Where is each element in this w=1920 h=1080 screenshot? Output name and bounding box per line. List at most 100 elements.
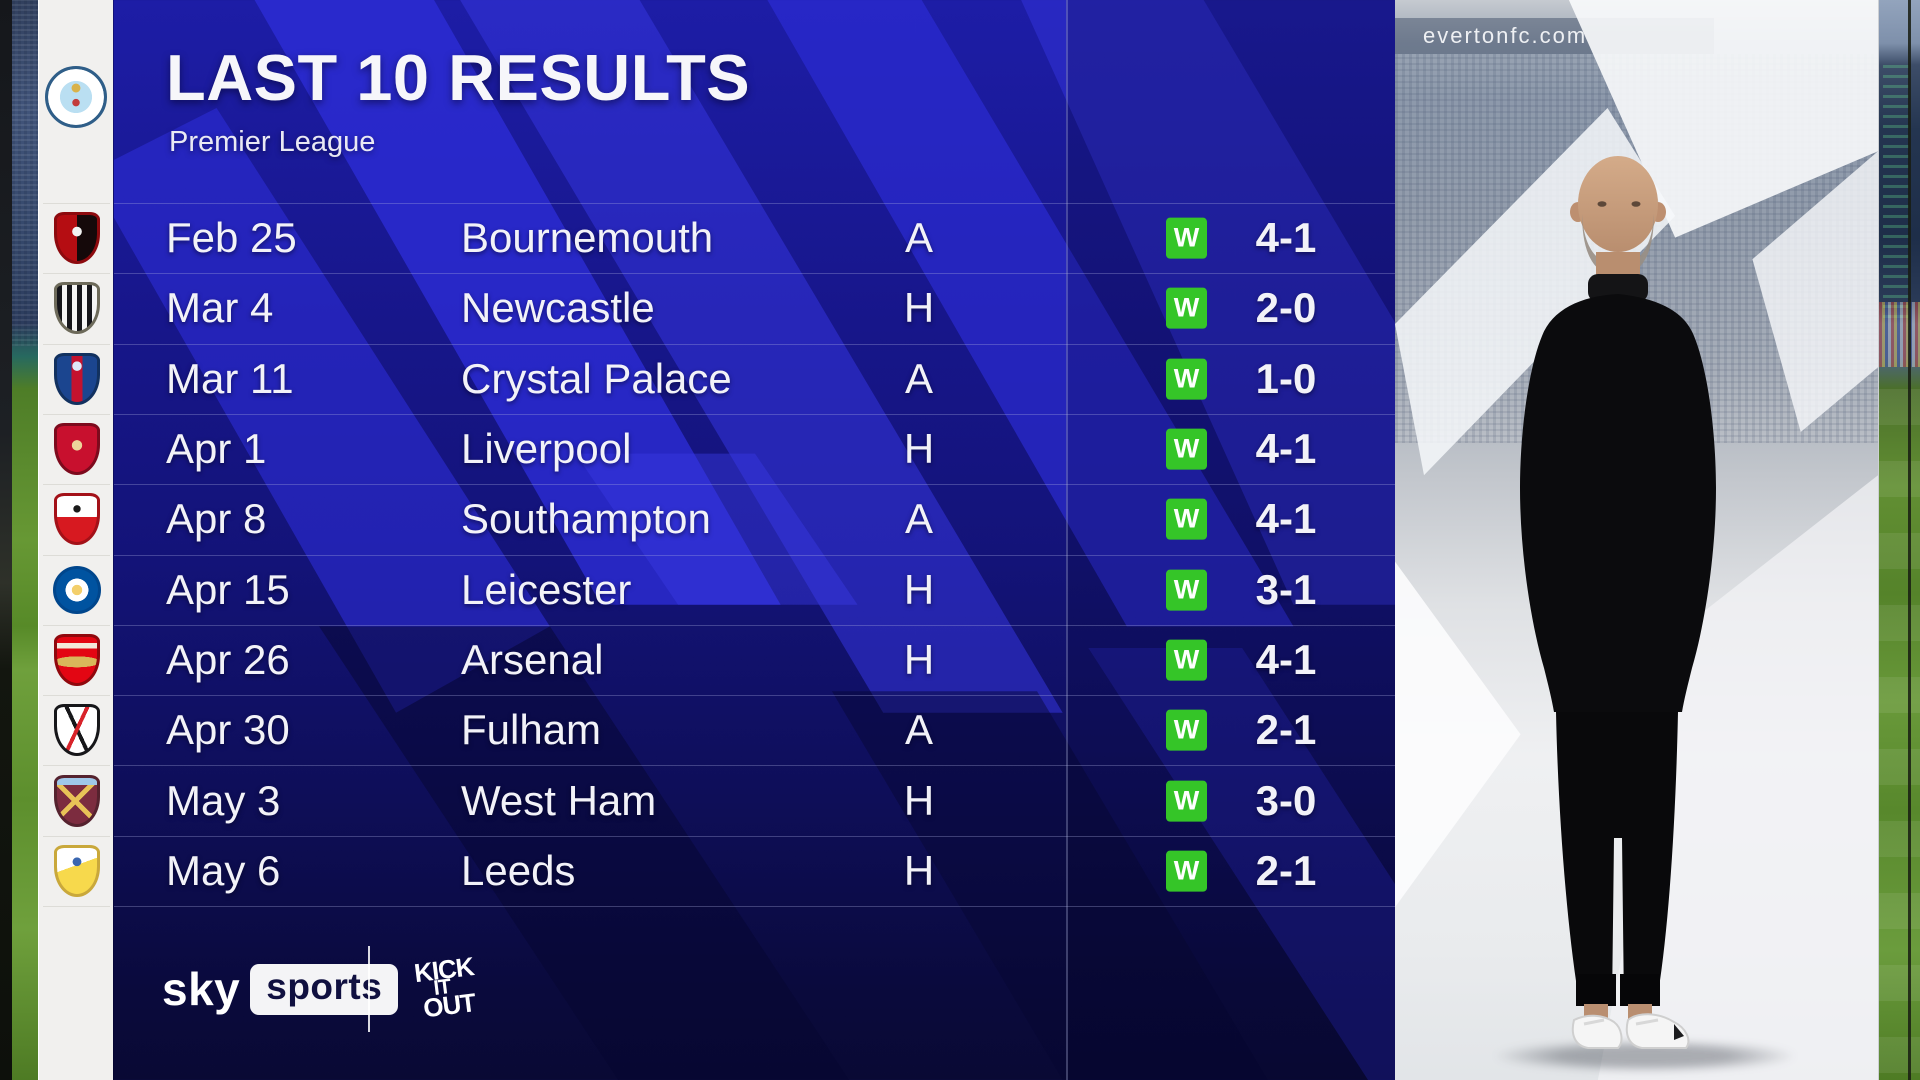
- results-panel: LAST 10 RESULTS Premier League Feb 25 Bou…: [113, 0, 1396, 1080]
- match-date: Apr 26: [166, 635, 290, 683]
- match-date: Mar 11: [166, 354, 294, 402]
- sports-wordmark: sports: [250, 963, 399, 1015]
- win-badge: W: [1166, 217, 1207, 259]
- match-date: Apr 15: [166, 565, 290, 613]
- crowd-texture: [12, 0, 38, 346]
- match-date: Feb 25: [166, 214, 297, 262]
- leicester-crest-icon: [52, 565, 101, 614]
- crest-cell: [39, 414, 114, 484]
- stadium-frame-line: [1908, 0, 1911, 1080]
- score: 4-1: [1255, 635, 1317, 683]
- crest-cell-divider: [43, 273, 110, 275]
- win-badge: W: [1166, 850, 1207, 892]
- video-underlay-right: [1879, 0, 1920, 1080]
- win-badge: W: [1166, 639, 1207, 681]
- result-row: Apr 26 Arsenal H W 4-1: [114, 624, 1396, 696]
- crest-cell-divider: [43, 624, 110, 626]
- win-badge: W: [1166, 569, 1207, 611]
- result-row: Apr 30 Fulham A W 2-1: [114, 695, 1396, 766]
- result-row: May 3 West Ham H W 3-0: [114, 765, 1396, 836]
- win-badge: W: [1166, 428, 1207, 470]
- opponent-name: Fulham: [461, 706, 602, 754]
- opponent-name: Newcastle: [461, 284, 655, 332]
- crest-cell: [39, 555, 114, 625]
- score: 4-1: [1255, 214, 1317, 262]
- sky-wordmark: sky: [162, 963, 241, 1015]
- score: 2-0: [1255, 284, 1317, 332]
- crest-cell: [39, 695, 114, 765]
- win-badge: W: [1166, 288, 1207, 330]
- crowd-texture: [1879, 302, 1920, 368]
- venue-indicator: A: [904, 495, 933, 543]
- opponent-name: Leeds: [461, 846, 576, 894]
- crest-cell: [39, 203, 114, 273]
- match-date: Apr 8: [166, 495, 267, 543]
- crest-cell: [39, 484, 114, 554]
- result-row: Apr 1 Liverpool H W 4-1: [114, 413, 1396, 485]
- guardiola-photo-panel: evertonfc.com: [1395, 0, 1879, 1080]
- crest-cell-divider: [43, 906, 110, 907]
- footer-divider: [368, 946, 370, 1032]
- venue-indicator: A: [904, 706, 933, 754]
- opponent-name: Bournemouth: [461, 214, 714, 262]
- page-title: LAST 10 RESULTS: [166, 41, 751, 114]
- competition-subtitle: Premier League: [169, 126, 376, 158]
- crest-cell-divider: [43, 203, 110, 204]
- pep-guardiola-figure: [1520, 156, 1716, 1049]
- leeds-crest-icon: [53, 844, 100, 897]
- crest-cell: [39, 765, 114, 835]
- score: 2-1: [1255, 706, 1317, 754]
- win-badge: W: [1166, 709, 1207, 751]
- opponent-name: Leicester: [461, 565, 632, 613]
- win-badge: W: [1166, 358, 1207, 400]
- crest-cell-divider: [43, 554, 110, 556]
- result-row: Mar 4 Newcastle H W 2-0: [114, 273, 1396, 344]
- sky-sports-logo: sky sports: [162, 962, 399, 1016]
- liverpool-crest-icon: [53, 423, 100, 476]
- opponent-name: Arsenal: [461, 635, 604, 683]
- manchester-city-crest-icon: [45, 66, 107, 128]
- venue-indicator: H: [903, 425, 935, 473]
- opponent-name: West Ham: [461, 776, 657, 824]
- kick-it-out-line: OUT: [421, 987, 477, 1024]
- video-underlay-left-edge: [0, 0, 12, 1080]
- crest-cell-divider: [43, 765, 110, 767]
- match-date: Mar 4: [166, 284, 274, 332]
- score-column-shade: [1066, 0, 1396, 1080]
- fulham-crest-icon: [53, 704, 100, 757]
- score: 3-0: [1255, 776, 1317, 824]
- win-badge: W: [1166, 780, 1207, 822]
- venue-indicator: A: [904, 354, 933, 402]
- score: 1-0: [1255, 354, 1317, 402]
- venue-indicator: H: [903, 284, 935, 332]
- crest-cell: [39, 625, 114, 695]
- arsenal-crest-icon: [53, 633, 100, 686]
- score: 2-1: [1255, 846, 1317, 894]
- result-row: Mar 11 Crystal Palace A W 1-0: [114, 343, 1396, 415]
- venue-indicator: H: [903, 846, 935, 894]
- venue-indicator: A: [904, 214, 933, 262]
- team-crest-column: [38, 0, 115, 1080]
- crest-cell-divider: [43, 484, 110, 486]
- crest-cell-divider: [43, 695, 110, 697]
- result-row: Apr 15 Leicester H W 3-1: [114, 554, 1396, 626]
- win-badge: W: [1166, 499, 1207, 541]
- opponent-name: Southampton: [461, 495, 711, 543]
- scoreboard-text-glow: [1883, 64, 1909, 324]
- crest-cell: [39, 344, 114, 414]
- opponent-name: Liverpool: [461, 425, 632, 473]
- venue-indicator: H: [903, 565, 935, 613]
- match-date: May 6: [166, 846, 281, 894]
- score: 4-1: [1255, 425, 1317, 473]
- stadium-ad-text: evertonfc.com: [1423, 23, 1588, 48]
- results-rows: Feb 25 Bournemouth A W 4-1 Mar 4 Newcastle H W 2-…: [114, 203, 1396, 907]
- score: 4-1: [1255, 495, 1317, 543]
- crest-cell: [39, 273, 114, 343]
- crest-cell: [39, 836, 114, 906]
- bournemouth-crest-icon: [53, 212, 100, 265]
- kick-it-out-logo: KICK IT OUT: [391, 937, 494, 1040]
- venue-indicator: H: [903, 776, 935, 824]
- result-row: Apr 8 Southampton A W 4-1: [114, 484, 1396, 555]
- crest-cell-divider: [43, 413, 110, 415]
